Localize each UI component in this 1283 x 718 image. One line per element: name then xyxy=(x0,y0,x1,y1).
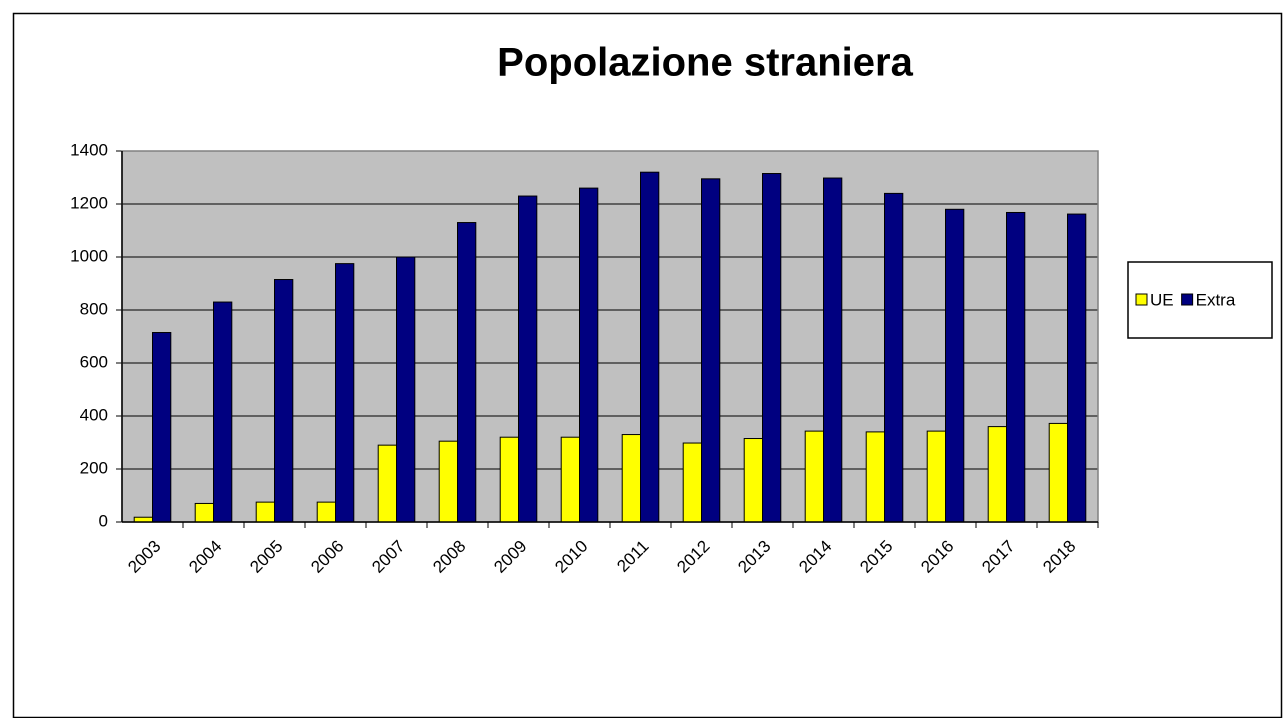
chart-title: Popolazione straniera xyxy=(497,41,913,85)
y-tick-label: 200 xyxy=(80,458,108,477)
bar xyxy=(1048,422,1068,523)
bar xyxy=(335,263,355,523)
bar xyxy=(213,301,233,523)
bar xyxy=(457,222,477,523)
bar xyxy=(438,440,459,523)
legend-label: Extra xyxy=(1196,290,1236,309)
bar xyxy=(377,444,398,523)
bar xyxy=(255,501,276,523)
bar xyxy=(823,177,843,523)
y-tick-label: 1200 xyxy=(70,193,108,212)
bar xyxy=(640,171,660,523)
bar xyxy=(762,173,782,523)
bar xyxy=(701,178,721,523)
bar xyxy=(396,256,416,523)
legend-box xyxy=(1127,261,1273,339)
y-tick-label: 1400 xyxy=(70,140,108,159)
bar xyxy=(743,438,764,523)
bar xyxy=(621,434,642,523)
legend-label: UE xyxy=(1150,290,1174,309)
y-tick-label: 600 xyxy=(80,352,108,371)
y-tick-label: 800 xyxy=(80,299,108,318)
bar xyxy=(518,195,538,523)
bar xyxy=(987,426,1008,523)
bar xyxy=(884,192,904,523)
bar xyxy=(1067,213,1087,523)
bar xyxy=(682,442,703,523)
bar xyxy=(274,279,294,523)
bar xyxy=(499,436,520,523)
y-tick-label: 1000 xyxy=(70,246,108,265)
y-tick-label: 0 xyxy=(99,511,108,530)
legend-swatch xyxy=(1181,293,1194,306)
bar xyxy=(316,501,337,523)
bar xyxy=(865,431,886,523)
bar xyxy=(579,187,599,523)
bar xyxy=(152,332,172,523)
bar xyxy=(194,502,214,523)
bar xyxy=(560,436,581,523)
bar xyxy=(1006,211,1026,523)
bar xyxy=(804,430,825,523)
legend-swatch xyxy=(1135,293,1148,306)
y-tick-label: 400 xyxy=(80,405,108,424)
bar xyxy=(926,430,947,523)
bar xyxy=(945,208,965,523)
